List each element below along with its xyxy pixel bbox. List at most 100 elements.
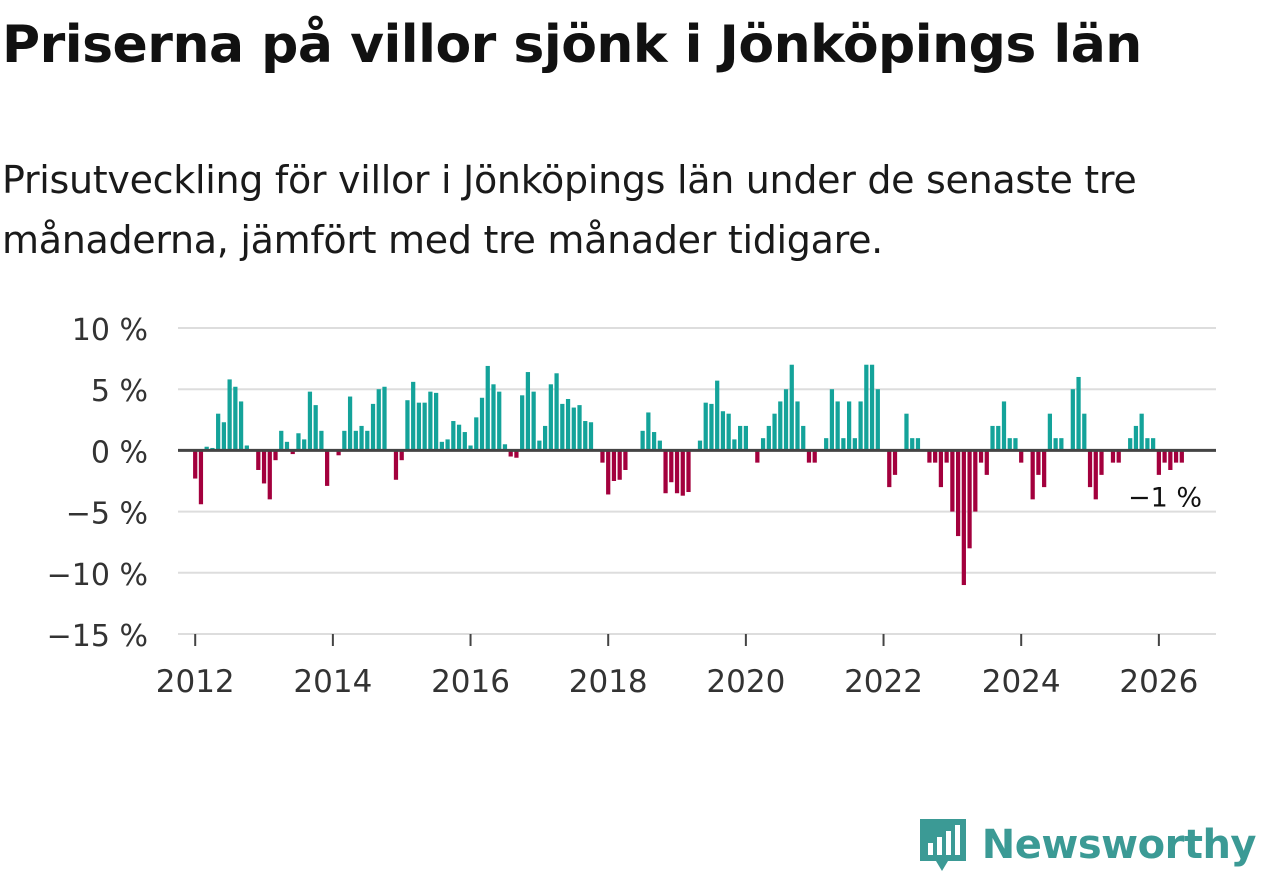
bar (204, 446, 209, 451)
bar (393, 450, 399, 480)
bar (606, 450, 611, 495)
bar (1128, 438, 1133, 451)
x-tick-label: 2016 (431, 664, 510, 700)
x-tick-label: 2020 (706, 664, 785, 700)
bar (325, 450, 330, 486)
bar (938, 450, 944, 488)
bar (1013, 438, 1018, 451)
bar (887, 450, 892, 488)
bar-chart: 10 % 5 % 0 % −5 % −10 % −15 %2012 2014 2016 2018… (47, 313, 1216, 700)
bar (416, 402, 422, 451)
bar (565, 398, 571, 451)
bar (497, 391, 502, 451)
bar (520, 395, 525, 451)
bar (623, 450, 628, 470)
bar (772, 413, 777, 451)
bar (1173, 450, 1179, 463)
bar (302, 439, 307, 451)
bar (560, 403, 565, 451)
bar (1042, 450, 1047, 488)
bar (1001, 401, 1007, 451)
bar (801, 425, 806, 451)
bar (439, 441, 444, 451)
bar (732, 439, 737, 451)
bar (542, 425, 548, 451)
bar (1076, 376, 1081, 451)
bar (663, 450, 668, 494)
chart-subtitle: Prisutveckling för villor i Jönköpings l… (2, 158, 1137, 262)
bar (256, 450, 261, 470)
bar (783, 389, 789, 451)
bar (1133, 425, 1139, 451)
bar (307, 391, 313, 451)
bar (1151, 438, 1156, 451)
bar (456, 424, 462, 451)
bar (485, 365, 490, 451)
bar (915, 438, 921, 451)
y-tick-label: 0 % (91, 435, 148, 470)
bar (347, 396, 353, 451)
x-tick-label: 2014 (293, 664, 372, 700)
bar (514, 450, 519, 458)
bar (571, 407, 576, 451)
bar (445, 439, 450, 451)
bar (1070, 389, 1075, 451)
bar (405, 400, 410, 451)
bar (1036, 450, 1041, 475)
x-tick-label: 2022 (844, 664, 923, 700)
bar (927, 450, 932, 463)
chart-title: Priserna på villor sjönk i Jönköpings lä… (2, 15, 1142, 75)
bar (1047, 413, 1053, 451)
bar (611, 450, 617, 481)
bar (216, 413, 221, 451)
bar (703, 402, 708, 451)
bar (1162, 450, 1167, 463)
bar (537, 440, 542, 451)
bar (577, 405, 582, 451)
bar (525, 372, 531, 451)
bar (336, 450, 341, 456)
bar (238, 401, 244, 451)
bar (1110, 450, 1116, 463)
bar (955, 450, 961, 537)
bar (715, 380, 720, 451)
bar (875, 389, 880, 451)
y-tick-label: 10 % (72, 313, 148, 348)
newsworthy-logo: Newsworthy (918, 817, 1257, 873)
bar (1087, 450, 1093, 488)
bar (319, 430, 324, 451)
bar (491, 384, 496, 451)
bar (892, 450, 898, 475)
bar (835, 401, 840, 451)
bars-layer (193, 364, 1184, 586)
bar (359, 425, 364, 451)
bar (233, 386, 238, 451)
bar (646, 412, 651, 451)
bar (795, 401, 800, 451)
x-tick-label: 2012 (156, 664, 235, 700)
y-tick-label: 5 % (91, 374, 148, 409)
bar (944, 450, 949, 463)
bar (554, 373, 559, 451)
bar (296, 433, 301, 451)
bar (760, 438, 766, 451)
bar (869, 364, 875, 451)
bar (1007, 438, 1012, 451)
bar (502, 444, 508, 451)
bar (462, 432, 467, 451)
y-tick-label: −5 % (66, 497, 148, 532)
bar (221, 422, 227, 451)
bar (812, 450, 817, 463)
bar (451, 421, 456, 451)
bar (1179, 450, 1184, 463)
bar (904, 413, 909, 451)
bar (858, 401, 863, 451)
bar (399, 450, 404, 461)
bar (910, 438, 915, 451)
bar (743, 425, 748, 451)
bar (583, 421, 588, 451)
bar (434, 392, 439, 451)
bar (548, 384, 553, 451)
x-tick-label: 2018 (569, 664, 648, 700)
bar (617, 450, 622, 480)
